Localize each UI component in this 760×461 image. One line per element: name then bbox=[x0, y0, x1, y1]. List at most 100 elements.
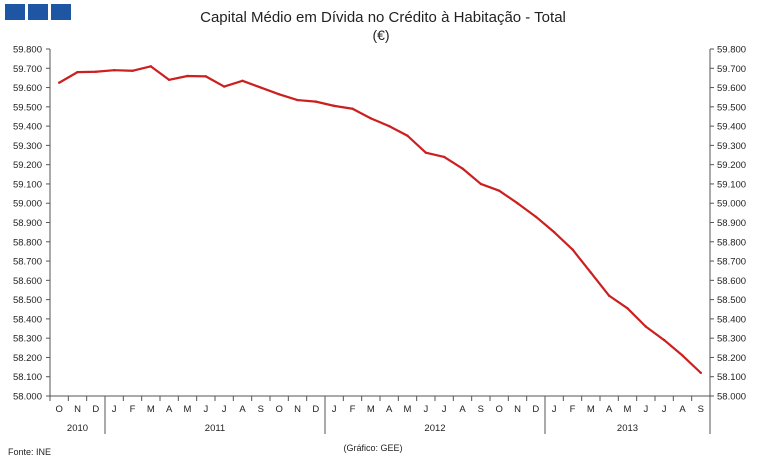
data-point bbox=[644, 325, 648, 328]
x-month-label: M bbox=[367, 404, 375, 415]
y-tick-label-right: 58.200 bbox=[717, 353, 746, 364]
y-tick-label-right: 58.900 bbox=[717, 218, 746, 229]
data-point bbox=[662, 338, 666, 342]
year-label: 2011 bbox=[205, 423, 225, 434]
data-point bbox=[369, 117, 373, 120]
y-tick-label-left: 59.200 bbox=[13, 160, 42, 171]
y-tick-label-right: 58.600 bbox=[717, 276, 746, 287]
x-month-label: D bbox=[532, 404, 539, 415]
x-month-label: M bbox=[624, 404, 632, 415]
y-tick-label-right: 58.500 bbox=[717, 295, 746, 306]
y-tick-label-left: 58.800 bbox=[13, 237, 42, 248]
x-month-label: S bbox=[258, 404, 264, 415]
data-point bbox=[552, 230, 556, 234]
x-month-label: A bbox=[166, 404, 173, 415]
data-point bbox=[131, 69, 134, 72]
data-point bbox=[442, 155, 446, 159]
data-point bbox=[259, 86, 263, 89]
data-point bbox=[149, 65, 153, 68]
data-point bbox=[57, 81, 61, 84]
data-point bbox=[76, 70, 79, 74]
x-month-label: A bbox=[606, 404, 613, 415]
y-tick-label-right: 59.000 bbox=[717, 199, 746, 210]
y-tick-label-right: 58.000 bbox=[717, 392, 746, 403]
y-tick-label-left: 58.300 bbox=[13, 334, 42, 345]
x-month-label: J bbox=[442, 404, 447, 415]
data-point bbox=[277, 93, 281, 96]
x-month-label: M bbox=[587, 404, 595, 415]
data-point bbox=[589, 271, 593, 274]
data-point bbox=[332, 104, 336, 108]
data-point bbox=[571, 248, 574, 251]
data-point bbox=[186, 74, 189, 78]
year-label: 2010 bbox=[67, 423, 88, 434]
data-point bbox=[387, 124, 391, 128]
data-point bbox=[534, 215, 538, 218]
x-month-label: J bbox=[643, 404, 648, 415]
x-month-label: J bbox=[222, 404, 227, 415]
y-tick-label-left: 59.800 bbox=[13, 45, 42, 56]
x-month-label: J bbox=[112, 404, 117, 415]
data-point bbox=[167, 78, 171, 82]
y-tick-label-right: 58.100 bbox=[717, 372, 746, 383]
x-month-label: N bbox=[294, 404, 301, 415]
source-note: Fonte: INE bbox=[8, 447, 51, 457]
data-point bbox=[497, 189, 501, 192]
logo-block bbox=[51, 4, 71, 20]
y-tick-label-left: 59.000 bbox=[13, 199, 42, 210]
y-tick-label-right: 58.400 bbox=[717, 314, 746, 325]
y-tick-label-left: 58.500 bbox=[13, 295, 42, 306]
y-tick-label-right: 59.300 bbox=[717, 141, 746, 152]
x-month-label: F bbox=[350, 404, 356, 415]
y-tick-label-right: 59.800 bbox=[717, 45, 746, 56]
x-month-label: J bbox=[423, 404, 428, 415]
x-month-label: F bbox=[130, 404, 136, 415]
x-month-label: A bbox=[679, 404, 686, 415]
y-tick-label-right: 58.700 bbox=[717, 257, 746, 268]
data-point bbox=[241, 79, 244, 83]
x-month-label: N bbox=[74, 404, 81, 415]
data-point bbox=[626, 307, 629, 310]
data-point bbox=[351, 107, 354, 110]
y-tick-label-left: 59.700 bbox=[13, 64, 42, 75]
chart-subtitle: (€) bbox=[372, 27, 389, 43]
series-line bbox=[58, 65, 702, 374]
y-tick-label-left: 58.000 bbox=[13, 392, 42, 403]
data-point bbox=[516, 202, 519, 205]
y-tick-label-left: 59.300 bbox=[13, 141, 42, 152]
x-month-label: D bbox=[312, 404, 319, 415]
y-tick-label-right: 58.300 bbox=[717, 334, 746, 345]
x-month-label: M bbox=[147, 404, 155, 415]
data-point bbox=[479, 182, 483, 186]
y-tick-label-left: 58.400 bbox=[13, 314, 42, 325]
y-tick-label-right: 59.100 bbox=[717, 179, 746, 190]
series-group bbox=[57, 65, 703, 375]
data-point bbox=[296, 98, 299, 102]
y-tick-label-right: 59.200 bbox=[717, 160, 746, 171]
chart-title: Capital Médio em Dívida no Crédito à Hab… bbox=[200, 9, 566, 26]
x-month-label: F bbox=[570, 404, 576, 415]
y-tick-label-right: 59.500 bbox=[717, 102, 746, 113]
y-tick-label-right: 59.600 bbox=[717, 83, 746, 94]
y-tick-label-left: 58.100 bbox=[13, 372, 42, 383]
year-label: 2013 bbox=[617, 423, 638, 434]
logo-block bbox=[5, 4, 25, 20]
y-tick-label-right: 58.800 bbox=[717, 237, 746, 248]
axes: 58.000 58.000 58.100 58.100 58.200 58.200 58.3… bbox=[13, 45, 746, 434]
x-month-label: J bbox=[552, 404, 557, 415]
x-month-label: M bbox=[184, 404, 192, 415]
x-month-label: S bbox=[478, 404, 484, 415]
x-month-label: D bbox=[92, 404, 99, 415]
x-month-label: O bbox=[275, 404, 282, 415]
data-point bbox=[204, 75, 208, 78]
data-point bbox=[607, 294, 611, 297]
x-month-label: M bbox=[404, 404, 412, 415]
y-tick-label-right: 59.400 bbox=[717, 122, 746, 133]
logo-block bbox=[28, 4, 48, 20]
y-tick-label-left: 58.700 bbox=[13, 257, 42, 268]
x-month-label: J bbox=[662, 404, 667, 415]
x-month-label: A bbox=[239, 404, 246, 415]
y-tick-label-right: 59.700 bbox=[717, 64, 746, 75]
y-tick-label-left: 58.200 bbox=[13, 353, 42, 364]
